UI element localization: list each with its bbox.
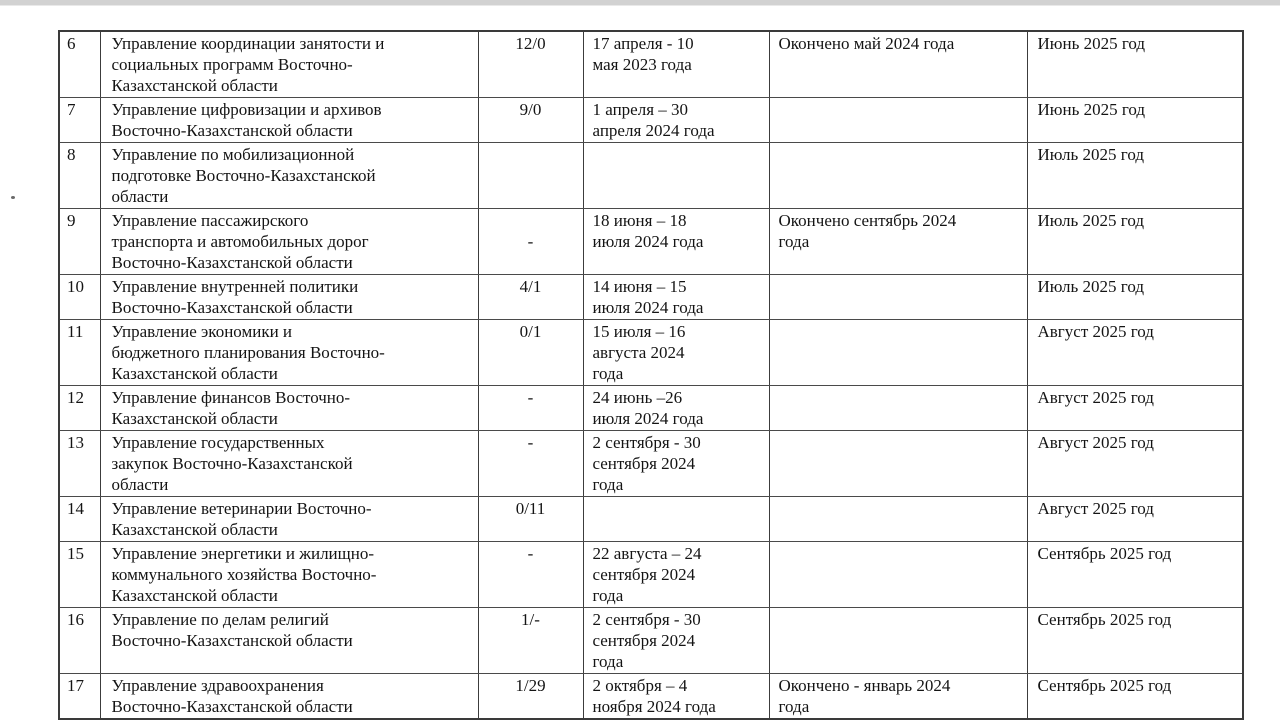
table-row: 10 Управление внутренней политики Восточ… — [58, 274, 1244, 320]
cell-audit-period: 1 апреля – 30 апреля 2024 года — [582, 97, 770, 143]
table-row: 12 Управление финансов Восточно- Казахст… — [58, 385, 1244, 431]
cell-planned-date: Август 2025 год — [1026, 496, 1244, 542]
cell-department-name: Управление внутренней политики Восточно-… — [99, 274, 479, 320]
cell-ratio: - — [477, 541, 584, 608]
cell-ratio: - — [477, 430, 584, 497]
cell-row-number: 16 — [58, 607, 101, 674]
cell-audit-period: 22 августа – 24 сентября 2024 года — [582, 541, 770, 608]
cell-row-number: 13 — [58, 430, 101, 497]
cell-audit-period: 2 сентября - 30 сентября 2024 года — [582, 607, 770, 674]
cell-department-name: Управление по мобилизационной подготовке… — [99, 142, 479, 209]
table-body: 6 Управление координации занятости и соц… — [58, 30, 1244, 720]
cell-planned-date: Июнь 2025 год — [1026, 97, 1244, 143]
cell-ratio: 0/1 — [477, 319, 584, 386]
cell-audit-period — [582, 496, 770, 542]
cell-ratio: - — [477, 208, 584, 275]
cell-planned-date: Июль 2025 год — [1026, 142, 1244, 209]
cell-row-number: 7 — [58, 97, 101, 143]
table-row: 14 Управление ветеринарии Восточно- Каза… — [58, 496, 1244, 542]
cell-department-name: Управление финансов Восточно- Казахстанс… — [99, 385, 479, 431]
cell-row-number: 11 — [58, 319, 101, 386]
cell-row-number: 8 — [58, 142, 101, 209]
cell-ratio: 0/11 — [477, 496, 584, 542]
cell-status — [768, 607, 1028, 674]
cell-status — [768, 496, 1028, 542]
table-row: 8 Управление по мобилизационной подготов… — [58, 142, 1244, 209]
cell-audit-period: 24 июнь –26 июля 2024 года — [582, 385, 770, 431]
cell-status — [768, 97, 1028, 143]
cell-status — [768, 541, 1028, 608]
cell-status: Окончено - январь 2024 года — [768, 673, 1028, 720]
table-row: 15 Управление энергетики и жилищно- комм… — [58, 541, 1244, 608]
cell-status — [768, 142, 1028, 209]
cell-audit-period: 2 октября – 4 ноября 2024 года — [582, 673, 770, 720]
cell-planned-date: Июнь 2025 год — [1026, 30, 1244, 98]
cell-planned-date: Сентябрь 2025 год — [1026, 673, 1244, 720]
cell-status — [768, 274, 1028, 320]
cell-audit-period — [582, 142, 770, 209]
table-row: 16 Управление по делам религий Восточно-… — [58, 607, 1244, 674]
cell-row-number: 15 — [58, 541, 101, 608]
cell-audit-period: 2 сентября - 30 сентября 2024 года — [582, 430, 770, 497]
cell-department-name: Управление здравоохранения Восточно-Каза… — [99, 673, 479, 720]
cell-status: Окончено сентябрь 2024 года — [768, 208, 1028, 275]
cell-row-number: 9 — [58, 208, 101, 275]
cell-planned-date: Июль 2025 год — [1026, 274, 1244, 320]
cell-row-number: 6 — [58, 30, 101, 98]
cell-ratio: 1/29 — [477, 673, 584, 720]
scan-top-edge — [0, 0, 1280, 6]
cell-planned-date: Август 2025 год — [1026, 319, 1244, 386]
cell-planned-date: Июль 2025 год — [1026, 208, 1244, 275]
cell-row-number: 10 — [58, 274, 101, 320]
cell-department-name: Управление экономики и бюджетного планир… — [99, 319, 479, 386]
cell-department-name: Управление цифровизации и архивов Восточ… — [99, 97, 479, 143]
cell-ratio: 9/0 — [477, 97, 584, 143]
cell-ratio — [477, 142, 584, 209]
cell-ratio: 12/0 — [477, 30, 584, 98]
table-row: 11 Управление экономики и бюджетного пла… — [58, 319, 1244, 386]
cell-status — [768, 430, 1028, 497]
cell-audit-period: 17 апреля - 10 мая 2023 года — [582, 30, 770, 98]
cell-audit-period: 18 июня – 18 июля 2024 года — [582, 208, 770, 275]
table-row: 13 Управление государственных закупок Во… — [58, 430, 1244, 497]
table-row: 9 Управление пассажирского транспорта и … — [58, 208, 1244, 275]
cell-row-number: 14 — [58, 496, 101, 542]
cell-status — [768, 319, 1028, 386]
scan-artifact-dot — [11, 196, 15, 199]
cell-department-name: Управление ветеринарии Восточно- Казахст… — [99, 496, 479, 542]
table-row: 6 Управление координации занятости и соц… — [58, 30, 1244, 98]
table-row: 7 Управление цифровизации и архивов Вост… — [58, 97, 1244, 143]
cell-department-name: Управление по делам религий Восточно-Каз… — [99, 607, 479, 674]
cell-row-number: 12 — [58, 385, 101, 431]
cell-audit-period: 14 июня – 15 июля 2024 года — [582, 274, 770, 320]
cell-ratio: 1/- — [477, 607, 584, 674]
cell-department-name: Управление пассажирского транспорта и ав… — [99, 208, 479, 275]
cell-planned-date: Сентябрь 2025 год — [1026, 541, 1244, 608]
cell-ratio: 4/1 — [477, 274, 584, 320]
cell-department-name: Управление государственных закупок Восто… — [99, 430, 479, 497]
cell-planned-date: Август 2025 год — [1026, 430, 1244, 497]
cell-ratio: - — [477, 385, 584, 431]
cell-department-name: Управление энергетики и жилищно- коммуна… — [99, 541, 479, 608]
cell-department-name: Управление координации занятости и социа… — [99, 30, 479, 98]
cell-status: Окончено май 2024 года — [768, 30, 1028, 98]
cell-planned-date: Сентябрь 2025 год — [1026, 607, 1244, 674]
departments-audit-table: 6 Управление координации занятости и соц… — [58, 30, 1244, 720]
cell-audit-period: 15 июля – 16 августа 2024 года — [582, 319, 770, 386]
cell-planned-date: Август 2025 год — [1026, 385, 1244, 431]
cell-row-number: 17 — [58, 673, 101, 720]
cell-status — [768, 385, 1028, 431]
table-row: 17 Управление здравоохранения Восточно-К… — [58, 673, 1244, 720]
